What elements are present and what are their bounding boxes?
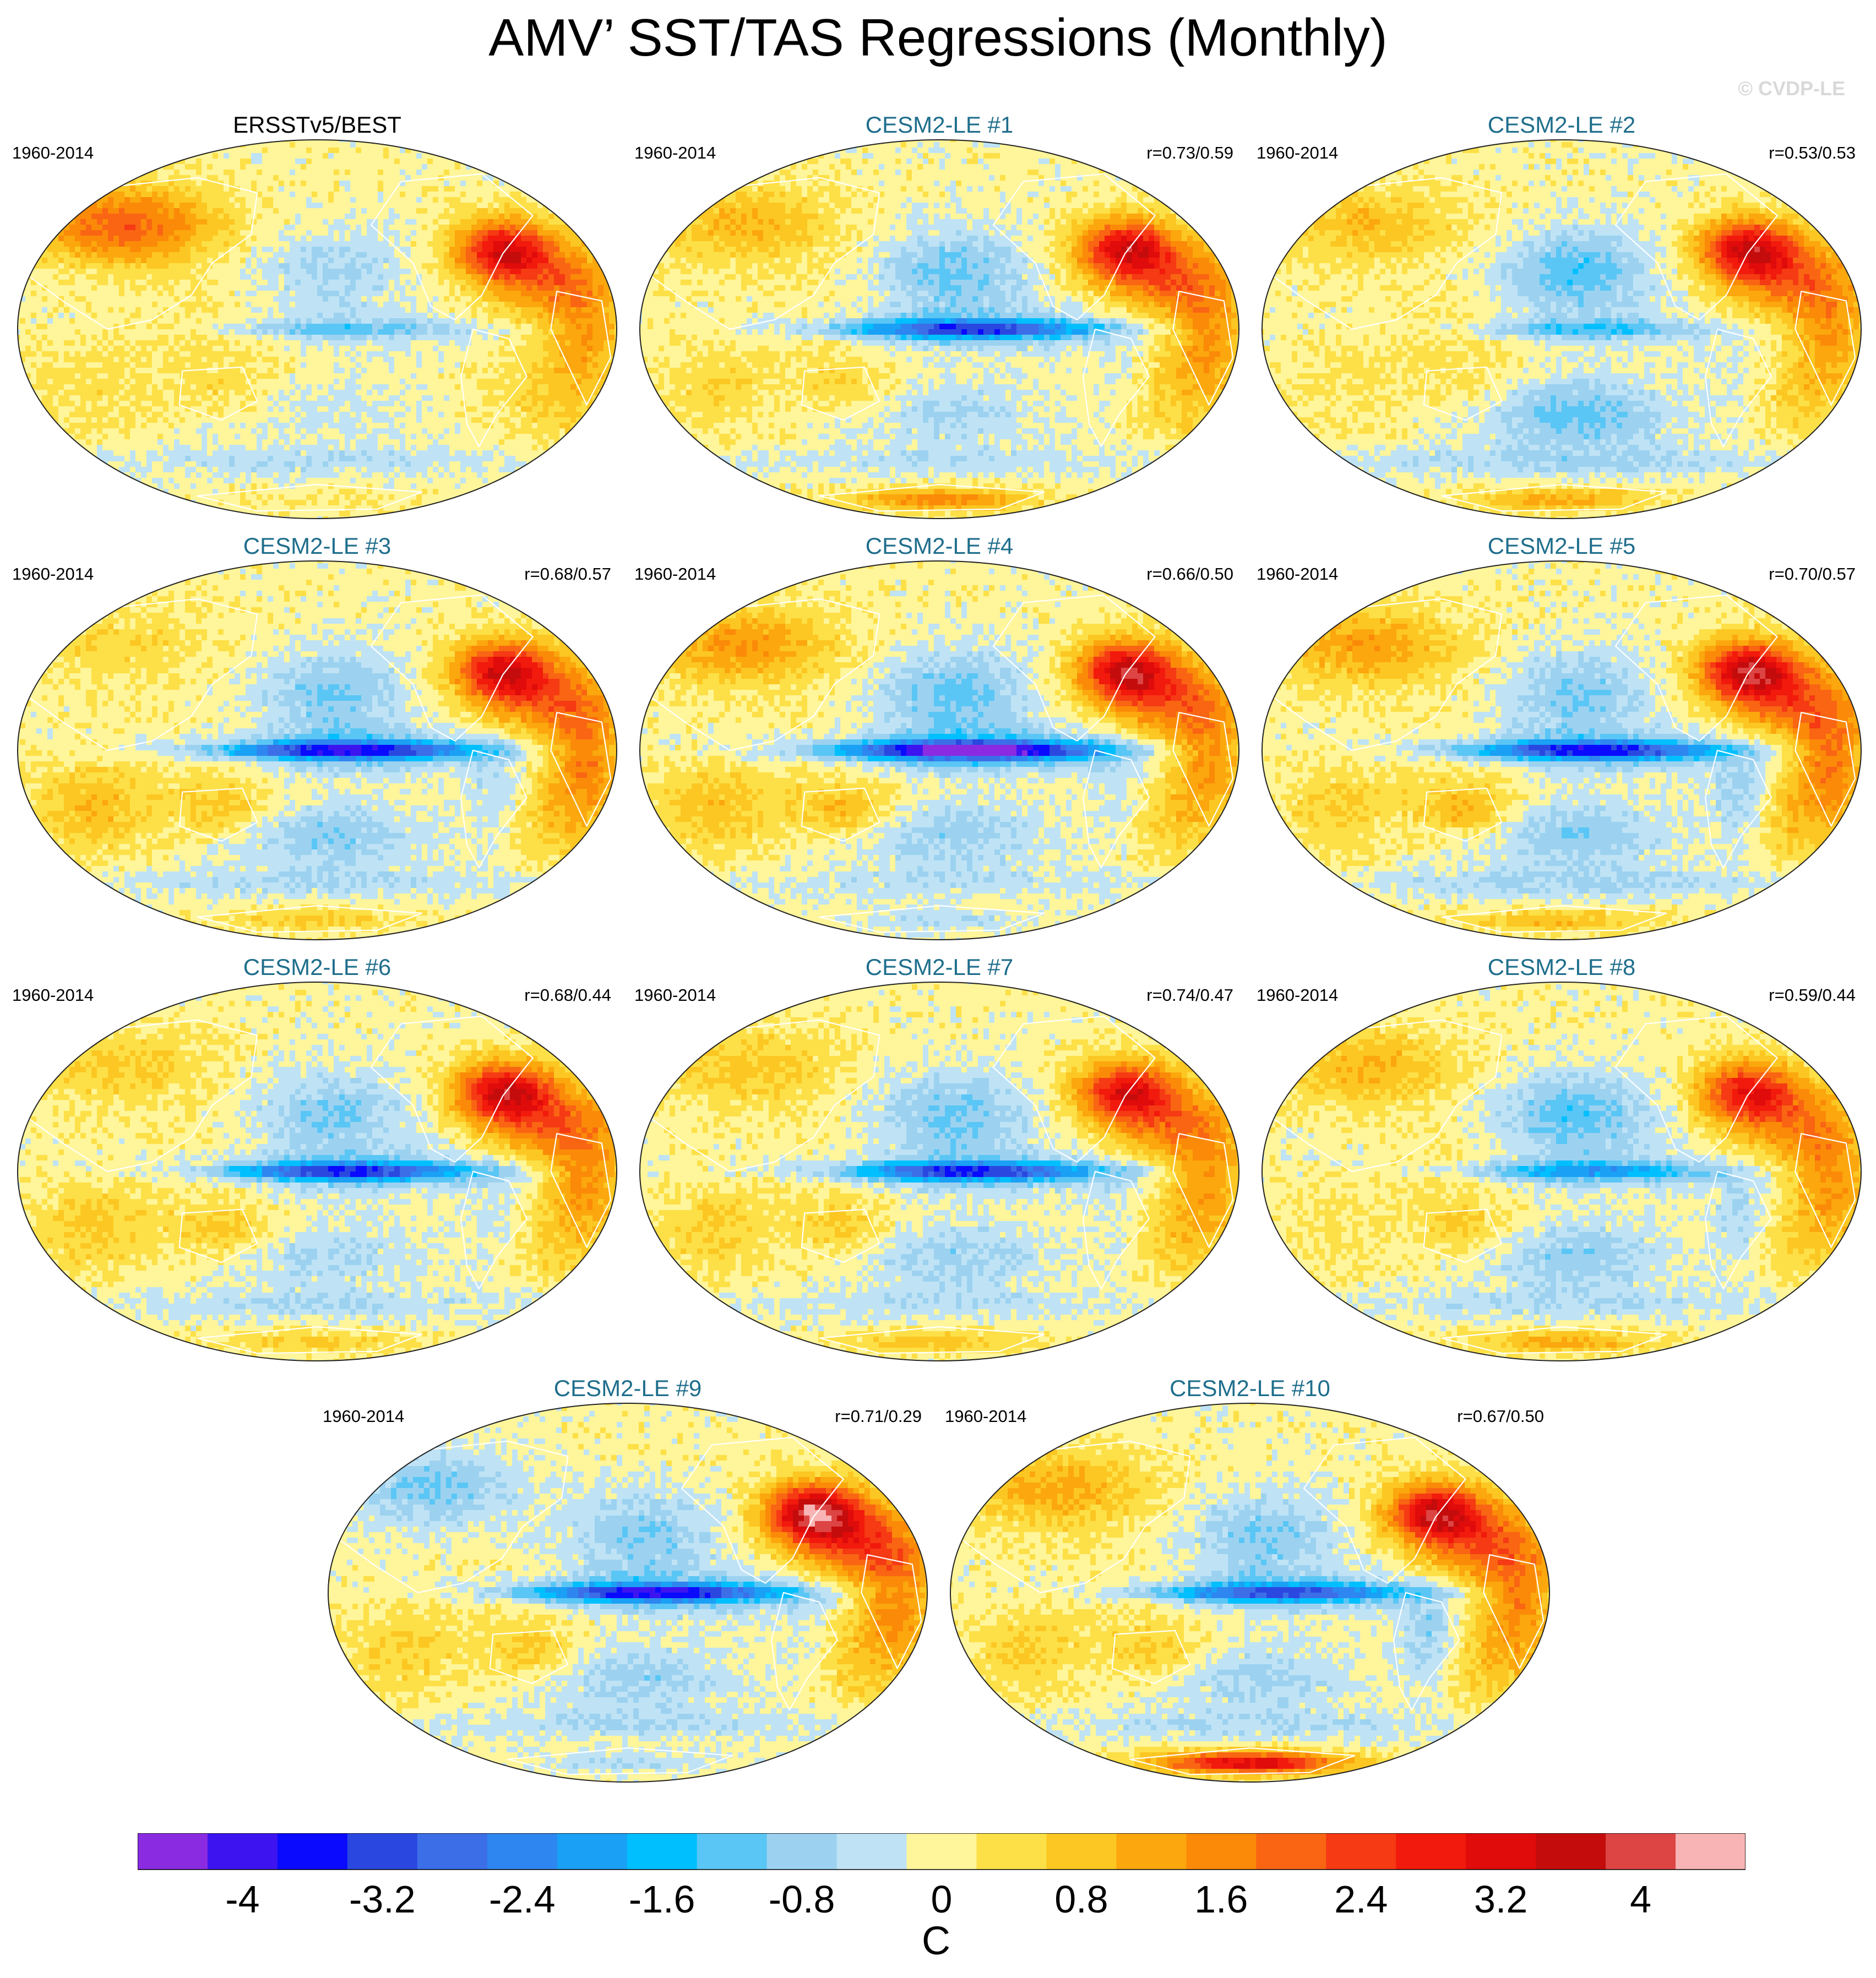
- colorbar-swatch: [1536, 1833, 1606, 1870]
- colorbar-tick-label: -0.8: [747, 1877, 857, 1921]
- colorbar-tick-label: -2.4: [467, 1877, 577, 1921]
- colorbar-swatch: [1186, 1833, 1256, 1870]
- colorbar-swatch: [417, 1833, 487, 1870]
- map-panel-m5: CESM2-LE #5 1960-2014 r=0.70/0.57: [1253, 531, 1870, 950]
- regression-map: [637, 979, 1242, 1364]
- colorbar-swatch: [208, 1833, 278, 1870]
- panel-title: CESM2-LE #2: [1253, 111, 1870, 139]
- colorbar-swatch: [976, 1833, 1046, 1870]
- regression-map: [947, 1400, 1553, 1785]
- regression-map: [637, 558, 1242, 943]
- panel-title: CESM2-LE #6: [9, 953, 626, 981]
- regression-map: [325, 1400, 931, 1785]
- colorbar-swatch: [487, 1833, 557, 1870]
- colorbar-swatch: [767, 1833, 837, 1870]
- panel-title: CESM2-LE #7: [631, 953, 1248, 981]
- regression-field: [14, 558, 620, 943]
- regression-field: [637, 137, 1242, 522]
- map-panel-m10: CESM2-LE #10 1960-2014 r=0.67/0.50: [942, 1374, 1558, 1792]
- map-panel-m7: CESM2-LE #7 1960-2014 r=0.74/0.47: [631, 952, 1248, 1371]
- regression-map: [1259, 979, 1864, 1364]
- regression-field: [637, 979, 1242, 1364]
- regression-map: [14, 137, 620, 522]
- regression-field: [14, 979, 620, 1364]
- panel-title: CESM2-LE #5: [1253, 532, 1870, 560]
- colorbar-swatch: [557, 1833, 627, 1870]
- regression-map: [637, 137, 1242, 522]
- map-panel-m6: CESM2-LE #6 1960-2014 r=0.68/0.44: [9, 952, 626, 1371]
- panel-title: CESM2-LE #10: [942, 1375, 1558, 1402]
- colorbar-swatch: [1326, 1833, 1396, 1870]
- panel-title: CESM2-LE #1: [631, 111, 1248, 139]
- regression-map: [1259, 558, 1864, 943]
- map-panel-m1: CESM2-LE #1 1960-2014 r=0.73/0.59: [631, 110, 1248, 528]
- regression-field: [325, 1400, 931, 1785]
- regression-field: [947, 1400, 1553, 1785]
- map-panel-m2: CESM2-LE #2 1960-2014 r=0.53/0.53: [1253, 110, 1870, 528]
- colorbar-swatch: [837, 1833, 907, 1870]
- figure-title: AMV’ SST/TAS Regressions (Monthly): [0, 8, 1876, 68]
- map-panel-m3: CESM2-LE #3 1960-2014 r=0.68/0.57: [9, 531, 626, 950]
- colorbar-swatch: [697, 1833, 767, 1870]
- map-panel-m4: CESM2-LE #4 1960-2014 r=0.66/0.50: [631, 531, 1248, 950]
- colorbar-tick-label: 4: [1586, 1877, 1696, 1921]
- colorbar-swatch: [1116, 1833, 1186, 1870]
- colorbar-tick-label: -4: [187, 1877, 297, 1921]
- colorbar-swatch: [907, 1833, 977, 1870]
- colorbar-swatch: [1396, 1833, 1466, 1870]
- colorbar-swatch: [1256, 1833, 1326, 1870]
- regression-field: [1259, 558, 1864, 943]
- regression-field: [1259, 979, 1864, 1364]
- panel-title: CESM2-LE #3: [9, 532, 626, 560]
- panel-title: CESM2-LE #8: [1253, 953, 1870, 981]
- colorbar-swatch: [138, 1833, 208, 1870]
- panel-title: ERSSTv5/BEST: [9, 111, 626, 139]
- regression-map: [1259, 137, 1864, 522]
- colorbar-tick-label: 1.6: [1166, 1877, 1276, 1921]
- copyright-watermark: © CVDP-LE: [1738, 77, 1845, 100]
- colorbar-swatch: [1606, 1833, 1676, 1870]
- regression-field: [1259, 137, 1864, 522]
- colorbar-tick-label: 0: [887, 1877, 997, 1921]
- colorbar-swatch: [1046, 1833, 1116, 1870]
- colorbar-tick-label: 3.2: [1446, 1877, 1556, 1921]
- regression-map: [14, 979, 620, 1364]
- regression-map: [14, 558, 620, 943]
- colorbar-tick-label: -1.6: [607, 1877, 717, 1921]
- colorbar-swatch: [1466, 1833, 1536, 1870]
- map-panel-obs: ERSSTv5/BEST 1960-2014: [9, 110, 626, 528]
- regression-field: [14, 137, 620, 522]
- colorbar-units: C: [881, 1919, 991, 1964]
- colorbar-swatch: [347, 1833, 417, 1870]
- map-panel-m9: CESM2-LE #9 1960-2014 r=0.71/0.29: [319, 1374, 936, 1792]
- colorbar-tick-label: -3.2: [327, 1877, 437, 1921]
- colorbar-tick-label: 0.8: [1026, 1877, 1137, 1921]
- panel-title: CESM2-LE #9: [319, 1375, 936, 1402]
- colorbar-swatch: [627, 1833, 697, 1870]
- colorbar-swatch: [1676, 1833, 1746, 1870]
- regression-field: [637, 558, 1242, 943]
- panel-title: CESM2-LE #4: [631, 532, 1248, 560]
- colorbar-swatch: [278, 1833, 347, 1870]
- map-panel-m8: CESM2-LE #8 1960-2014 r=0.59/0.44: [1253, 952, 1870, 1371]
- colorbar-tick-label: 2.4: [1306, 1877, 1416, 1921]
